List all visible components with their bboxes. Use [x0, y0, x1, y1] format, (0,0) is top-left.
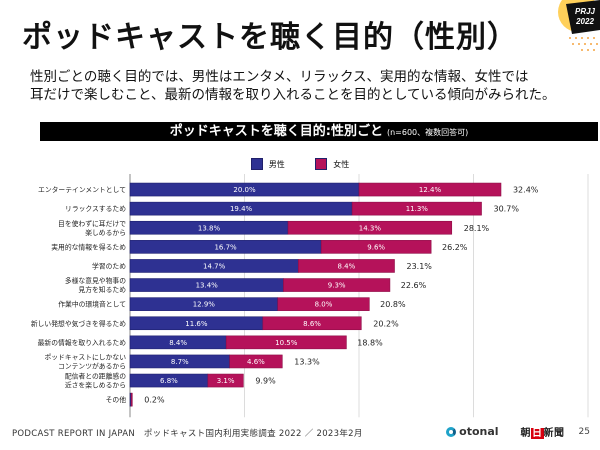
- chart-title-bar: ポッドキャストを聴く目的:性別ごと (n=600、複数回答可): [40, 122, 598, 141]
- bar-value-label: 8.7%: [171, 358, 189, 366]
- bar-segment-female: [130, 392, 133, 407]
- summary-text: 性別ごとの聴く目的では、男性はエンタメ、リラックス、実用的な情報、女性では 耳だ…: [30, 68, 556, 104]
- otonal-icon: [446, 426, 457, 437]
- otonal-text: otonal: [459, 425, 499, 438]
- total-label: 18.8%: [357, 338, 383, 347]
- category-label: 実用的な情報を得るため: [51, 242, 126, 251]
- category-label: 近さを楽しめるから: [65, 381, 126, 390]
- badge-shape: [566, 0, 600, 34]
- bar-value-label: 13.4%: [196, 282, 219, 290]
- bar-value-label: 12.4%: [419, 186, 442, 194]
- page-number: 25: [578, 426, 590, 437]
- bar-segment-female: [358, 182, 502, 197]
- total-label: 30.7%: [494, 205, 520, 214]
- badge-text-2: 2022: [575, 17, 594, 26]
- total-label: 13.3%: [294, 357, 320, 366]
- total-label: 32.4%: [513, 186, 539, 195]
- asahi-text-2: 新聞: [543, 428, 565, 439]
- bar-value-label: 8.4%: [338, 262, 356, 270]
- bar-segment-female: [351, 201, 482, 216]
- prjj-2022-badge: PRJJ 2022: [558, 0, 600, 51]
- asahi-text-1: 朝: [520, 428, 532, 439]
- asahi-text-red: 日: [531, 428, 544, 439]
- bar-value-label: 20.0%: [233, 186, 256, 194]
- asahi-logo: 朝日新聞: [521, 424, 565, 439]
- category-label: 作業中の環境音として: [58, 300, 126, 309]
- category-label: 最新の情報を取り入れるため: [38, 338, 127, 347]
- bar-value-label: 13.8%: [198, 224, 221, 232]
- total-label: 28.1%: [464, 224, 490, 233]
- legend-label-female: 女性: [333, 159, 350, 169]
- legend-swatch-male: [250, 158, 263, 170]
- bar-value-label: 11.3%: [406, 205, 429, 213]
- bar-value-label: 8.0%: [315, 301, 333, 309]
- bar-value-label: 4.6%: [247, 358, 265, 366]
- bar-value-label: 14.7%: [203, 262, 226, 270]
- bar-value-label: 11.6%: [185, 320, 208, 328]
- category-label: 多様な意見や物事の: [65, 276, 126, 285]
- bar-segment-female: [320, 240, 432, 254]
- bar-value-label: 8.4%: [169, 339, 187, 347]
- bar-value-label: 10.5%: [275, 339, 298, 347]
- chart-title: ポッドキャストを聴く目的:性別ごと: [169, 124, 383, 139]
- legend-item-female: 女性: [315, 158, 349, 170]
- bar-value-label: 12.9%: [193, 301, 216, 309]
- category-label: 新しい発想や気づきを得るため: [31, 319, 126, 328]
- total-label: 0.2%: [144, 396, 165, 405]
- category-label: エンターテインメントとして: [38, 185, 126, 194]
- bar-value-label: 3.1%: [217, 377, 235, 385]
- footer-source: PODCAST REPORT IN JAPAN ポッドキャスト国内利用実態調査 …: [12, 429, 363, 439]
- category-label: リラックスするため: [65, 205, 126, 213]
- summary-line-2: 耳だけで楽しむこと、最新の情報を取り入れることを目的としている傾向がみられた。: [30, 87, 556, 103]
- bar-segment-female: [207, 373, 244, 388]
- bar-segment-female: [225, 335, 347, 350]
- category-label: 目を使わずに耳だけで: [58, 219, 126, 228]
- category-label: 楽しめるから: [85, 228, 126, 237]
- total-label: 26.2%: [442, 243, 468, 252]
- legend-swatch-female: [315, 158, 328, 170]
- bar-segment-female: [283, 278, 391, 292]
- bar-segment-female: [262, 316, 362, 331]
- bar-value-label: 9.3%: [328, 282, 346, 290]
- bar-value-label: 16.7%: [214, 243, 237, 251]
- bar-segment-female: [229, 354, 283, 369]
- otonal-logo: otonal: [446, 425, 499, 438]
- category-label: 学習のため: [92, 261, 126, 270]
- bar-value-label: 8.6%: [303, 320, 321, 328]
- bar-value-label: 9.6%: [367, 243, 385, 251]
- bar-value-label: 19.4%: [230, 205, 253, 213]
- legend-label-male: 男性: [268, 159, 285, 169]
- bar-segment-female: [298, 259, 395, 273]
- stacked-bar-chart: 0%10%20%30%40%エンターテインメントとして20.0%12.4%32.…: [31, 174, 589, 418]
- total-label: 20.2%: [373, 319, 399, 328]
- legend-item-male: 男性: [250, 158, 285, 170]
- category-label: 配信者との距離感の: [65, 372, 126, 381]
- category-label: コンテンツがあるから: [58, 361, 126, 370]
- footer-brands: otonal 朝日新聞 25: [446, 424, 590, 439]
- chart-legend: 男性 女性: [0, 158, 600, 172]
- badge-dots: [569, 37, 598, 51]
- page-title: ポッドキャストを聴く目的（性別）: [22, 20, 518, 55]
- total-label: 20.8%: [380, 300, 406, 309]
- bar-segment-female: [287, 220, 453, 235]
- category-label: その他: [106, 395, 127, 404]
- summary-line-1: 性別ごとの聴く目的では、男性はエンタメ、リラックス、実用的な情報、女性では: [30, 69, 529, 85]
- chart-subtitle: (n=600、複数回答可): [386, 128, 469, 137]
- total-label: 9.9%: [255, 377, 276, 386]
- badge-text-1: PRJJ: [575, 7, 596, 16]
- total-label: 22.6%: [401, 281, 427, 290]
- bar-value-label: 14.3%: [359, 224, 382, 232]
- total-label: 23.1%: [406, 262, 432, 271]
- category-label: 見方を知るため: [78, 285, 126, 294]
- bar-segment-female: [277, 297, 370, 311]
- category-label: ポッドキャストにしかない: [44, 353, 126, 361]
- bar-value-label: 6.8%: [160, 377, 178, 385]
